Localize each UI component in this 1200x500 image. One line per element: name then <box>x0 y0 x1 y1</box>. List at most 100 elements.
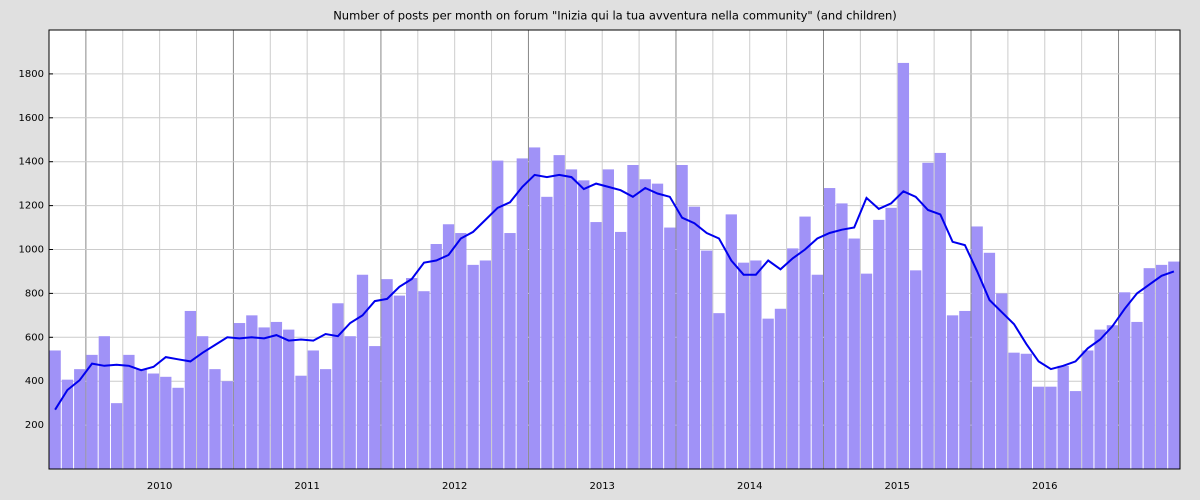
y-tick-label: 1400 <box>19 157 44 168</box>
bar <box>86 354 98 469</box>
bar <box>258 327 270 469</box>
bar <box>369 346 381 469</box>
bar <box>848 238 860 469</box>
bar <box>676 164 688 469</box>
bar <box>319 369 332 469</box>
bar <box>639 179 651 469</box>
chart-title: Number of posts per month on forum "Iniz… <box>333 9 897 23</box>
bar <box>1069 391 1082 469</box>
bar <box>418 291 430 469</box>
bar <box>1119 292 1131 469</box>
x-tick-label: 2015 <box>885 481 910 492</box>
bar <box>221 381 233 469</box>
bar <box>946 315 959 469</box>
bar <box>172 387 184 469</box>
x-tick-label: 2010 <box>147 481 172 492</box>
bar <box>1143 268 1155 469</box>
bar <box>615 231 627 469</box>
bar <box>381 279 393 469</box>
bar <box>565 169 578 469</box>
bar <box>897 62 910 470</box>
x-tick-label: 2012 <box>442 481 467 492</box>
bar <box>442 224 455 469</box>
bar <box>787 248 799 469</box>
bar <box>393 295 406 469</box>
bar <box>688 206 701 469</box>
bar <box>996 293 1008 469</box>
bar <box>664 227 676 469</box>
bar <box>1032 386 1045 469</box>
bar <box>184 310 197 469</box>
bar <box>74 369 86 469</box>
bar <box>1094 329 1106 469</box>
bar <box>528 147 541 469</box>
bar <box>233 323 246 469</box>
bar <box>467 264 479 469</box>
bar <box>98 336 110 469</box>
bar <box>160 376 172 469</box>
bar <box>1155 264 1168 469</box>
bar <box>602 169 614 469</box>
bar <box>836 203 848 469</box>
bar <box>344 336 356 469</box>
bar <box>922 162 934 470</box>
bar <box>885 207 897 470</box>
bar <box>197 336 209 469</box>
bar <box>1082 350 1094 469</box>
bar <box>811 274 823 469</box>
bar <box>1045 386 1057 469</box>
bar <box>356 274 369 469</box>
y-tick-label: 1800 <box>19 69 44 80</box>
x-tick-label: 2011 <box>294 481 319 492</box>
bar <box>799 216 811 469</box>
bar <box>627 164 639 469</box>
bar <box>110 403 123 469</box>
y-tick-label: 1600 <box>19 113 44 124</box>
bar <box>479 260 492 469</box>
bar <box>430 244 442 469</box>
bar <box>590 222 602 469</box>
bar <box>455 233 467 469</box>
bar <box>270 321 283 469</box>
bar <box>725 214 737 469</box>
bar <box>1008 352 1020 469</box>
bar <box>762 318 774 469</box>
y-tick-label: 200 <box>25 420 44 431</box>
bar <box>1168 261 1180 469</box>
bar <box>553 155 565 470</box>
bar <box>983 252 996 469</box>
bar <box>860 273 873 469</box>
bar <box>873 219 885 469</box>
bar <box>1020 353 1032 469</box>
bar <box>283 329 295 469</box>
y-tick-label: 1200 <box>19 201 44 212</box>
bar <box>651 183 664 469</box>
bar <box>737 262 750 469</box>
plot-border <box>48 29 1181 470</box>
bar <box>295 375 307 469</box>
bar <box>701 250 713 469</box>
bar <box>774 308 787 469</box>
bar <box>61 379 74 469</box>
bar <box>147 373 160 469</box>
bar <box>123 354 135 469</box>
bar <box>332 303 344 469</box>
bar <box>959 310 971 469</box>
bar <box>750 260 762 469</box>
y-tick-label: 600 <box>25 332 44 343</box>
line <box>54 173 1175 411</box>
bar <box>971 226 983 469</box>
y-tick-label: 1000 <box>19 245 44 256</box>
bar <box>1131 321 1143 469</box>
x-tick-label: 2014 <box>737 481 762 492</box>
bar <box>492 160 504 470</box>
x-tick-label: 2016 <box>1032 481 1057 492</box>
bar <box>246 315 258 469</box>
bar <box>1057 365 1069 469</box>
bar <box>49 350 61 469</box>
bar <box>541 196 553 469</box>
bar <box>910 270 922 469</box>
bar <box>209 369 221 469</box>
bar <box>135 369 147 469</box>
